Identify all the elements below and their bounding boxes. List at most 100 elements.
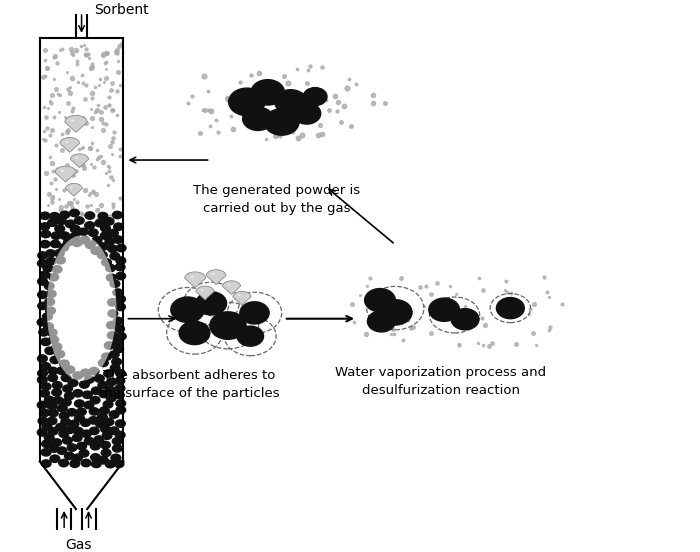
Circle shape (99, 457, 108, 464)
Circle shape (45, 298, 55, 305)
Circle shape (81, 430, 91, 437)
Circle shape (50, 455, 60, 463)
Text: The absorbent adheres to
the surface of the particles: The absorbent adheres to the surface of … (99, 369, 280, 400)
Circle shape (50, 240, 60, 248)
Circle shape (73, 390, 83, 397)
Polygon shape (65, 115, 87, 132)
Circle shape (106, 274, 116, 282)
Circle shape (45, 396, 54, 404)
Circle shape (85, 212, 95, 219)
Circle shape (115, 385, 125, 392)
Circle shape (274, 90, 307, 114)
Circle shape (111, 454, 120, 461)
Circle shape (80, 369, 90, 376)
Circle shape (88, 229, 98, 236)
Circle shape (38, 291, 48, 299)
Circle shape (451, 309, 479, 330)
Circle shape (68, 379, 78, 386)
Circle shape (44, 282, 54, 290)
Circle shape (102, 449, 111, 457)
Circle shape (40, 212, 50, 220)
Circle shape (52, 381, 62, 389)
Circle shape (41, 449, 51, 456)
Circle shape (116, 263, 125, 271)
Circle shape (85, 222, 95, 229)
Circle shape (38, 328, 48, 336)
Circle shape (47, 329, 57, 336)
Circle shape (98, 381, 108, 389)
Circle shape (52, 389, 62, 396)
Circle shape (55, 351, 64, 358)
Circle shape (64, 392, 74, 400)
Circle shape (48, 410, 58, 417)
Circle shape (37, 376, 47, 384)
Circle shape (251, 79, 284, 105)
Circle shape (42, 423, 52, 430)
Circle shape (48, 367, 58, 375)
Circle shape (365, 289, 395, 312)
Circle shape (102, 432, 112, 439)
Circle shape (243, 107, 273, 130)
Circle shape (90, 396, 100, 404)
Circle shape (43, 264, 52, 272)
Circle shape (109, 351, 119, 358)
Circle shape (47, 417, 57, 424)
Text: Water vaporization process and
desulfurization reaction: Water vaporization process and desulfuri… (335, 367, 546, 397)
Circle shape (89, 368, 99, 375)
Circle shape (74, 427, 83, 435)
Circle shape (38, 252, 48, 259)
Circle shape (59, 430, 69, 438)
Polygon shape (206, 270, 226, 284)
Circle shape (38, 370, 48, 377)
Circle shape (112, 438, 122, 445)
Circle shape (60, 360, 69, 368)
Circle shape (55, 225, 64, 232)
Circle shape (46, 307, 55, 315)
Circle shape (65, 426, 75, 433)
Circle shape (368, 311, 395, 332)
Circle shape (55, 250, 64, 257)
Circle shape (63, 385, 73, 392)
Circle shape (116, 295, 125, 302)
Ellipse shape (75, 157, 78, 159)
Circle shape (116, 400, 125, 407)
Circle shape (59, 244, 69, 251)
Circle shape (67, 444, 77, 452)
Ellipse shape (237, 295, 241, 296)
Circle shape (116, 303, 125, 311)
Circle shape (85, 241, 95, 248)
Ellipse shape (65, 141, 69, 143)
Circle shape (41, 440, 51, 448)
Text: The generated powder is
carried out by the gas: The generated powder is carried out by t… (193, 184, 360, 215)
Circle shape (116, 257, 126, 264)
Circle shape (210, 312, 246, 339)
Circle shape (59, 459, 69, 467)
Circle shape (98, 213, 108, 220)
Circle shape (56, 423, 65, 431)
Circle shape (37, 429, 47, 436)
Circle shape (48, 219, 57, 226)
Circle shape (72, 239, 82, 247)
Circle shape (69, 209, 79, 217)
Circle shape (83, 391, 92, 399)
Circle shape (229, 88, 265, 115)
Circle shape (102, 259, 111, 266)
Circle shape (38, 278, 48, 285)
Polygon shape (233, 291, 251, 305)
Circle shape (102, 353, 111, 360)
Circle shape (99, 359, 108, 367)
Circle shape (113, 338, 122, 346)
Circle shape (99, 407, 109, 414)
Circle shape (37, 401, 47, 408)
Circle shape (65, 366, 75, 373)
Circle shape (50, 213, 60, 220)
Circle shape (106, 394, 116, 402)
Circle shape (91, 247, 101, 254)
Circle shape (105, 237, 115, 245)
Circle shape (116, 431, 125, 439)
Circle shape (69, 420, 79, 428)
Circle shape (72, 434, 82, 442)
Polygon shape (71, 154, 88, 168)
Circle shape (112, 358, 122, 365)
Circle shape (114, 346, 123, 353)
